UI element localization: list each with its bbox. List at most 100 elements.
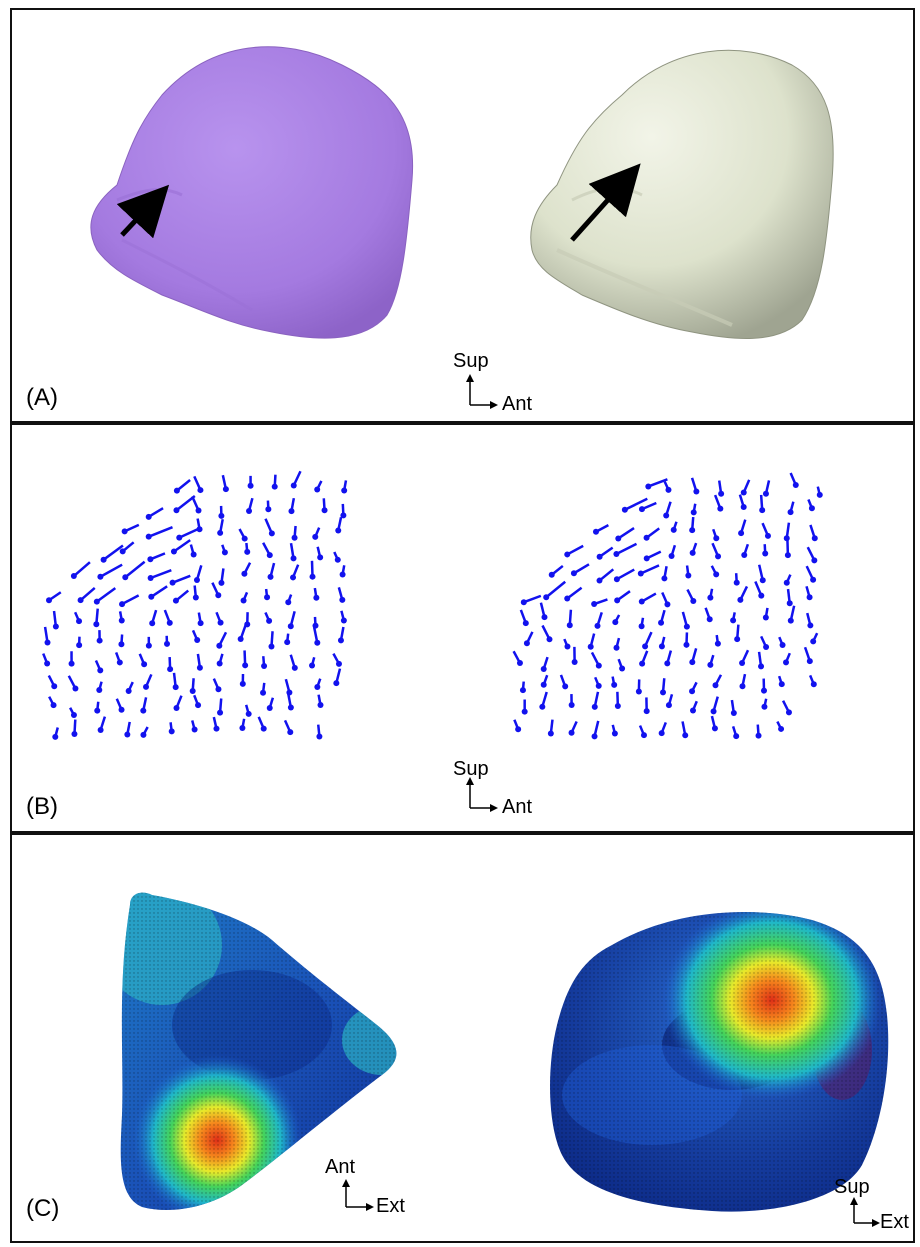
displacement-vector [73, 561, 91, 577]
vector-origin-point [689, 688, 696, 695]
vector-origin-point [521, 708, 528, 715]
vector-origin-point [70, 711, 77, 718]
vector-origin-point [334, 556, 341, 563]
vector-origin-point [118, 641, 125, 648]
vector-origin-point [787, 509, 794, 516]
vector-origin-point [739, 683, 746, 690]
vector-origin-point [93, 598, 100, 605]
vector-origin-point [810, 576, 817, 583]
vector-origin-point [339, 596, 346, 603]
vector-origin-point [523, 640, 530, 647]
vector-origin-point [637, 570, 644, 577]
vector-origin-point [520, 599, 527, 606]
vector-origin-point [290, 482, 297, 489]
vector-origin-point [264, 594, 271, 601]
vector-origin-point [640, 732, 647, 739]
displacement-vector [79, 587, 96, 602]
vector-origin-point [638, 623, 645, 630]
vector-origin-point [543, 594, 550, 601]
vector-origin-point [97, 573, 104, 580]
axis-label-up: Sup [453, 758, 489, 780]
vector-origin-point [738, 530, 745, 537]
vector-origin-point [596, 577, 603, 584]
vector-origin-point [218, 512, 225, 519]
vector-origin-point [321, 507, 328, 514]
vector-origin-point [614, 597, 621, 604]
vector-origin-point [595, 662, 602, 669]
vector-origin-point [335, 527, 342, 534]
vector-origin-point [778, 725, 785, 732]
vector-origin-point [271, 483, 278, 490]
displacement-vector [150, 585, 168, 598]
vector-origin-point [779, 641, 786, 648]
vector-origin-point [192, 594, 199, 601]
vector-origin-point [758, 663, 765, 670]
left-vector-field [42, 470, 348, 740]
vector-origin-point [639, 660, 646, 667]
vector-origin-point [515, 726, 522, 733]
axes-indicator [466, 374, 498, 409]
vector-origin-point [50, 702, 57, 709]
vector-origin-point [733, 733, 740, 740]
vector-origin-point [707, 661, 714, 668]
vector-origin-point [44, 639, 51, 646]
vector-origin-point [317, 554, 324, 561]
vector-origin-point [124, 731, 131, 738]
vector-origin-point [707, 594, 714, 601]
vector-origin-point [539, 703, 546, 710]
vector-origin-point [217, 709, 224, 716]
vector-origin-point [313, 594, 320, 601]
vector-origin-point [785, 709, 792, 716]
right-heatmap-model [550, 912, 889, 1212]
vector-origin-point [758, 592, 765, 599]
vector-origin-point [713, 535, 720, 542]
vector-origin-point [167, 666, 174, 673]
vector-origin-point [148, 593, 155, 600]
vector-origin-point [665, 702, 672, 709]
vector-origin-point [173, 705, 180, 712]
vector-origin-point [116, 659, 123, 666]
panel-label: (C) [26, 1195, 60, 1222]
vector-origin-point [285, 599, 292, 606]
vector-origin-point [564, 643, 571, 650]
vector-origin-point [643, 534, 650, 541]
displacement-vector [617, 527, 635, 540]
vector-origin-point [314, 683, 321, 690]
vector-origin-point [613, 550, 620, 557]
vector-origin-point [119, 601, 126, 608]
vector-origin-point [217, 529, 224, 536]
displacement-vector [566, 544, 584, 556]
vector-origin-point [268, 643, 275, 650]
vector-origin-point [540, 666, 547, 673]
vector-origin-point [173, 487, 180, 494]
axis-label-right: Ext [880, 1211, 909, 1233]
vector-origin-point [140, 731, 147, 738]
vector-origin-point [816, 491, 823, 498]
vector-origin-point [196, 526, 203, 533]
heatmap-art [120, 892, 889, 1227]
vector-origin-point [811, 535, 818, 542]
displacement-vector [178, 527, 200, 539]
vector-origin-point [287, 704, 294, 711]
vector-origin-point [762, 550, 769, 557]
vector-origin-point [519, 687, 526, 694]
vector-origin-point [168, 728, 175, 735]
vector-origin-point [261, 662, 268, 669]
vector-origin-point [792, 482, 799, 489]
vector-origin-point [52, 733, 59, 740]
axes-indicator-left [342, 1179, 374, 1211]
arrow-icon [116, 184, 170, 239]
vector-origin-point [522, 620, 529, 627]
vector-origin-point [786, 600, 793, 607]
vector-origin-point [191, 726, 198, 733]
vector-origin-point [76, 618, 83, 625]
axis-label-right: Ext [376, 1195, 405, 1217]
vector-origin-point [619, 665, 626, 672]
vector-origin-point [682, 732, 689, 739]
vector-origin-point [783, 579, 790, 586]
vector-origin-point [246, 508, 253, 515]
vector-origin-point [317, 702, 324, 709]
vector-origin-point [689, 527, 696, 534]
vector-origin-point [314, 486, 321, 493]
displacement-vector [615, 542, 638, 556]
